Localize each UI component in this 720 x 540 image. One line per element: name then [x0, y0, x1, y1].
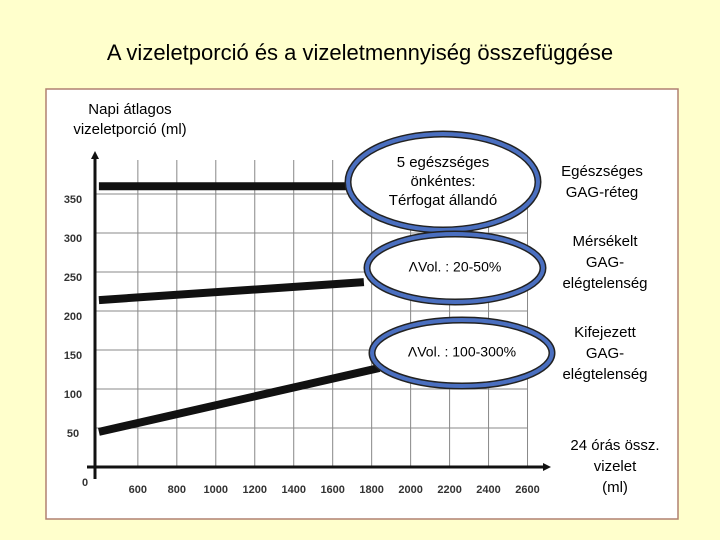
y-tick-label: 200 — [64, 311, 82, 323]
side-label: GAG-réteg — [566, 184, 639, 201]
callout-text: ΛVol. : 20-50% — [409, 259, 502, 275]
callout-text: 5 egészséges — [397, 154, 490, 171]
callout-text: önkéntes: — [410, 173, 475, 190]
x-tick-label: 1600 — [320, 484, 344, 496]
x-tick-label: 1400 — [281, 484, 305, 496]
side-label: elégtelenség — [562, 275, 647, 292]
y-tick-label: 250 — [64, 272, 82, 284]
side-label: Mérsékelt — [572, 233, 638, 250]
x-tick-label: 600 — [129, 484, 147, 496]
side-label: Kifejezett — [574, 324, 637, 341]
x-axis-label: vizelet — [594, 458, 637, 475]
data-line — [98, 278, 365, 305]
x-tick-label: 1800 — [359, 484, 383, 496]
x-tick-label: 2200 — [437, 484, 461, 496]
side-label: GAG- — [586, 254, 624, 271]
x-axis-label: (ml) — [602, 479, 628, 496]
side-label: Egészséges — [561, 163, 643, 180]
callout-ellipse-ring — [370, 318, 554, 388]
x-tick-label: 2000 — [398, 484, 422, 496]
callout-text: ΛVol. : 100-300% — [408, 344, 516, 360]
callout-text: Térfogat állandó — [389, 192, 497, 209]
y-tick-label: 150 — [64, 350, 82, 362]
x-tick-label: 800 — [168, 484, 186, 496]
x-tick-label: 2600 — [515, 484, 539, 496]
x-tick-label: 1200 — [243, 484, 267, 496]
y-tick-label: 300 — [64, 233, 82, 245]
side-label: elégtelenség — [562, 366, 647, 383]
y-label-box — [47, 90, 210, 148]
x-tick-label: 1000 — [204, 484, 228, 496]
callout-ellipse-ring — [365, 232, 545, 304]
x-tick-label: 2400 — [476, 484, 500, 496]
side-label: GAG- — [586, 345, 624, 362]
y-tick-label: 50 — [67, 428, 79, 440]
annotations: Napi átlagos vizeletporció (ml) 24 órás ös… — [47, 90, 660, 496]
y-axis-label: vizeletporció (ml) — [73, 121, 186, 138]
y-tick-label: 100 — [64, 389, 82, 401]
y-tick-label: 0 — [82, 477, 88, 489]
x-axis-label: 24 órás össz. — [570, 437, 659, 454]
title: A vizeletporció és a vizeletmennyiség ös… — [107, 40, 613, 65]
data-line — [98, 364, 381, 436]
grid: 600 800 1000 1200 1400 1600 1800 2000 2200 2400 26… — [64, 151, 551, 496]
y-axis-label: Napi átlagos — [88, 101, 171, 118]
callout-ellipse-ring — [346, 132, 540, 232]
y-tick-label: 350 — [64, 194, 82, 206]
